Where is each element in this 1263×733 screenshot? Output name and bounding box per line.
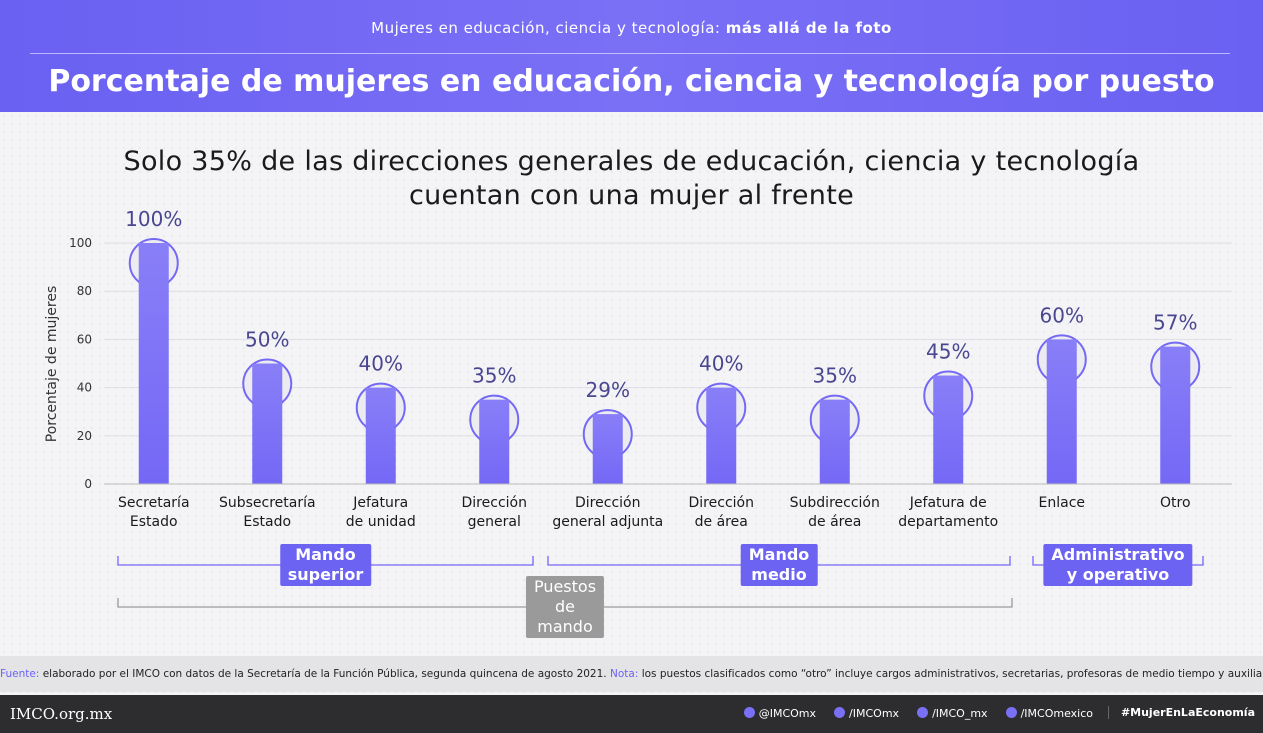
group-label: Puestos de mando bbox=[526, 576, 604, 638]
x-tick-label: Subsecretaría Estado bbox=[202, 494, 332, 532]
faces bbox=[130, 239, 1200, 458]
bar-shade bbox=[593, 414, 623, 484]
social-links: @IMCOmx/IMCOmx/IMCO_mx/IMCOmexico bbox=[744, 707, 1093, 720]
x-tick-label: Dirección general adjunta bbox=[543, 494, 673, 532]
social-link[interactable]: /IMCO_mx bbox=[917, 707, 988, 720]
bar-shade bbox=[139, 243, 169, 484]
page: {"header": {"kicker": "Mujeres en educac… bbox=[0, 0, 1263, 733]
value-label: 100% bbox=[125, 207, 182, 231]
y-tick-label: 100 bbox=[69, 236, 92, 250]
source-note: Fuente: elaborado por el IMCO con datos … bbox=[0, 656, 1263, 692]
x-tick-label: Secretaría Estado bbox=[89, 494, 219, 532]
group-label: Administrativo y operativo bbox=[1043, 544, 1192, 586]
group-label: Mando medio bbox=[741, 544, 818, 586]
footer: IMCO.org.mx @IMCOmx/IMCOmx/IMCO_mx/IMCOm… bbox=[0, 695, 1263, 733]
y-tick-label: 80 bbox=[77, 284, 92, 298]
value-label: 40% bbox=[699, 352, 743, 376]
y-tick-label: 0 bbox=[84, 477, 92, 491]
bar-shade bbox=[706, 388, 736, 484]
bar-shade bbox=[1160, 347, 1190, 484]
value-label: 35% bbox=[472, 364, 516, 388]
x-tick-label: Jefatura de departamento bbox=[883, 494, 1013, 532]
y-axis-label: Porcentaje de mujeres bbox=[44, 286, 60, 442]
value-label: 40% bbox=[359, 352, 403, 376]
x-tick-label: Dirección general bbox=[429, 494, 559, 532]
bar-shade bbox=[479, 400, 509, 484]
x-tick-label: Subdirección de área bbox=[770, 494, 900, 532]
note-text: los puestos clasificados como “otro” inc… bbox=[642, 668, 1263, 680]
bar-shade bbox=[820, 400, 850, 484]
value-label: 45% bbox=[926, 340, 970, 364]
value-label: 50% bbox=[245, 328, 289, 352]
hashtag[interactable]: #MujerEnLaEconomía bbox=[1108, 706, 1255, 719]
bar-shade bbox=[252, 364, 282, 485]
y-tick-label: 40 bbox=[77, 381, 92, 395]
value-label: 29% bbox=[586, 378, 630, 402]
source-text: elaborado por el IMCO con datos de la Se… bbox=[43, 668, 607, 680]
value-label: 60% bbox=[1040, 303, 1084, 327]
source-label: Fuente: bbox=[0, 668, 39, 680]
x-tick-label: Jefatura de unidad bbox=[316, 494, 446, 532]
social-link[interactable]: @IMCOmx bbox=[744, 707, 816, 720]
x-tick-label: Dirección de área bbox=[656, 494, 786, 532]
value-label: 35% bbox=[813, 364, 857, 388]
social-link[interactable]: /IMCOmx bbox=[834, 707, 899, 720]
social-link[interactable]: /IMCOmexico bbox=[1006, 707, 1093, 720]
y-tick-label: 60 bbox=[77, 332, 92, 346]
logo[interactable]: IMCO.org.mx bbox=[10, 705, 112, 723]
bar-shade bbox=[366, 388, 396, 484]
value-label: 57% bbox=[1153, 311, 1197, 335]
bar-shade bbox=[1047, 339, 1077, 484]
bar-shade bbox=[933, 376, 963, 484]
y-tick-label: 20 bbox=[77, 429, 92, 443]
group-label: Mando superior bbox=[280, 544, 371, 586]
x-tick-label: Enlace bbox=[997, 494, 1127, 513]
x-tick-label: Otro bbox=[1110, 494, 1240, 513]
note-label: Nota: bbox=[610, 668, 638, 680]
